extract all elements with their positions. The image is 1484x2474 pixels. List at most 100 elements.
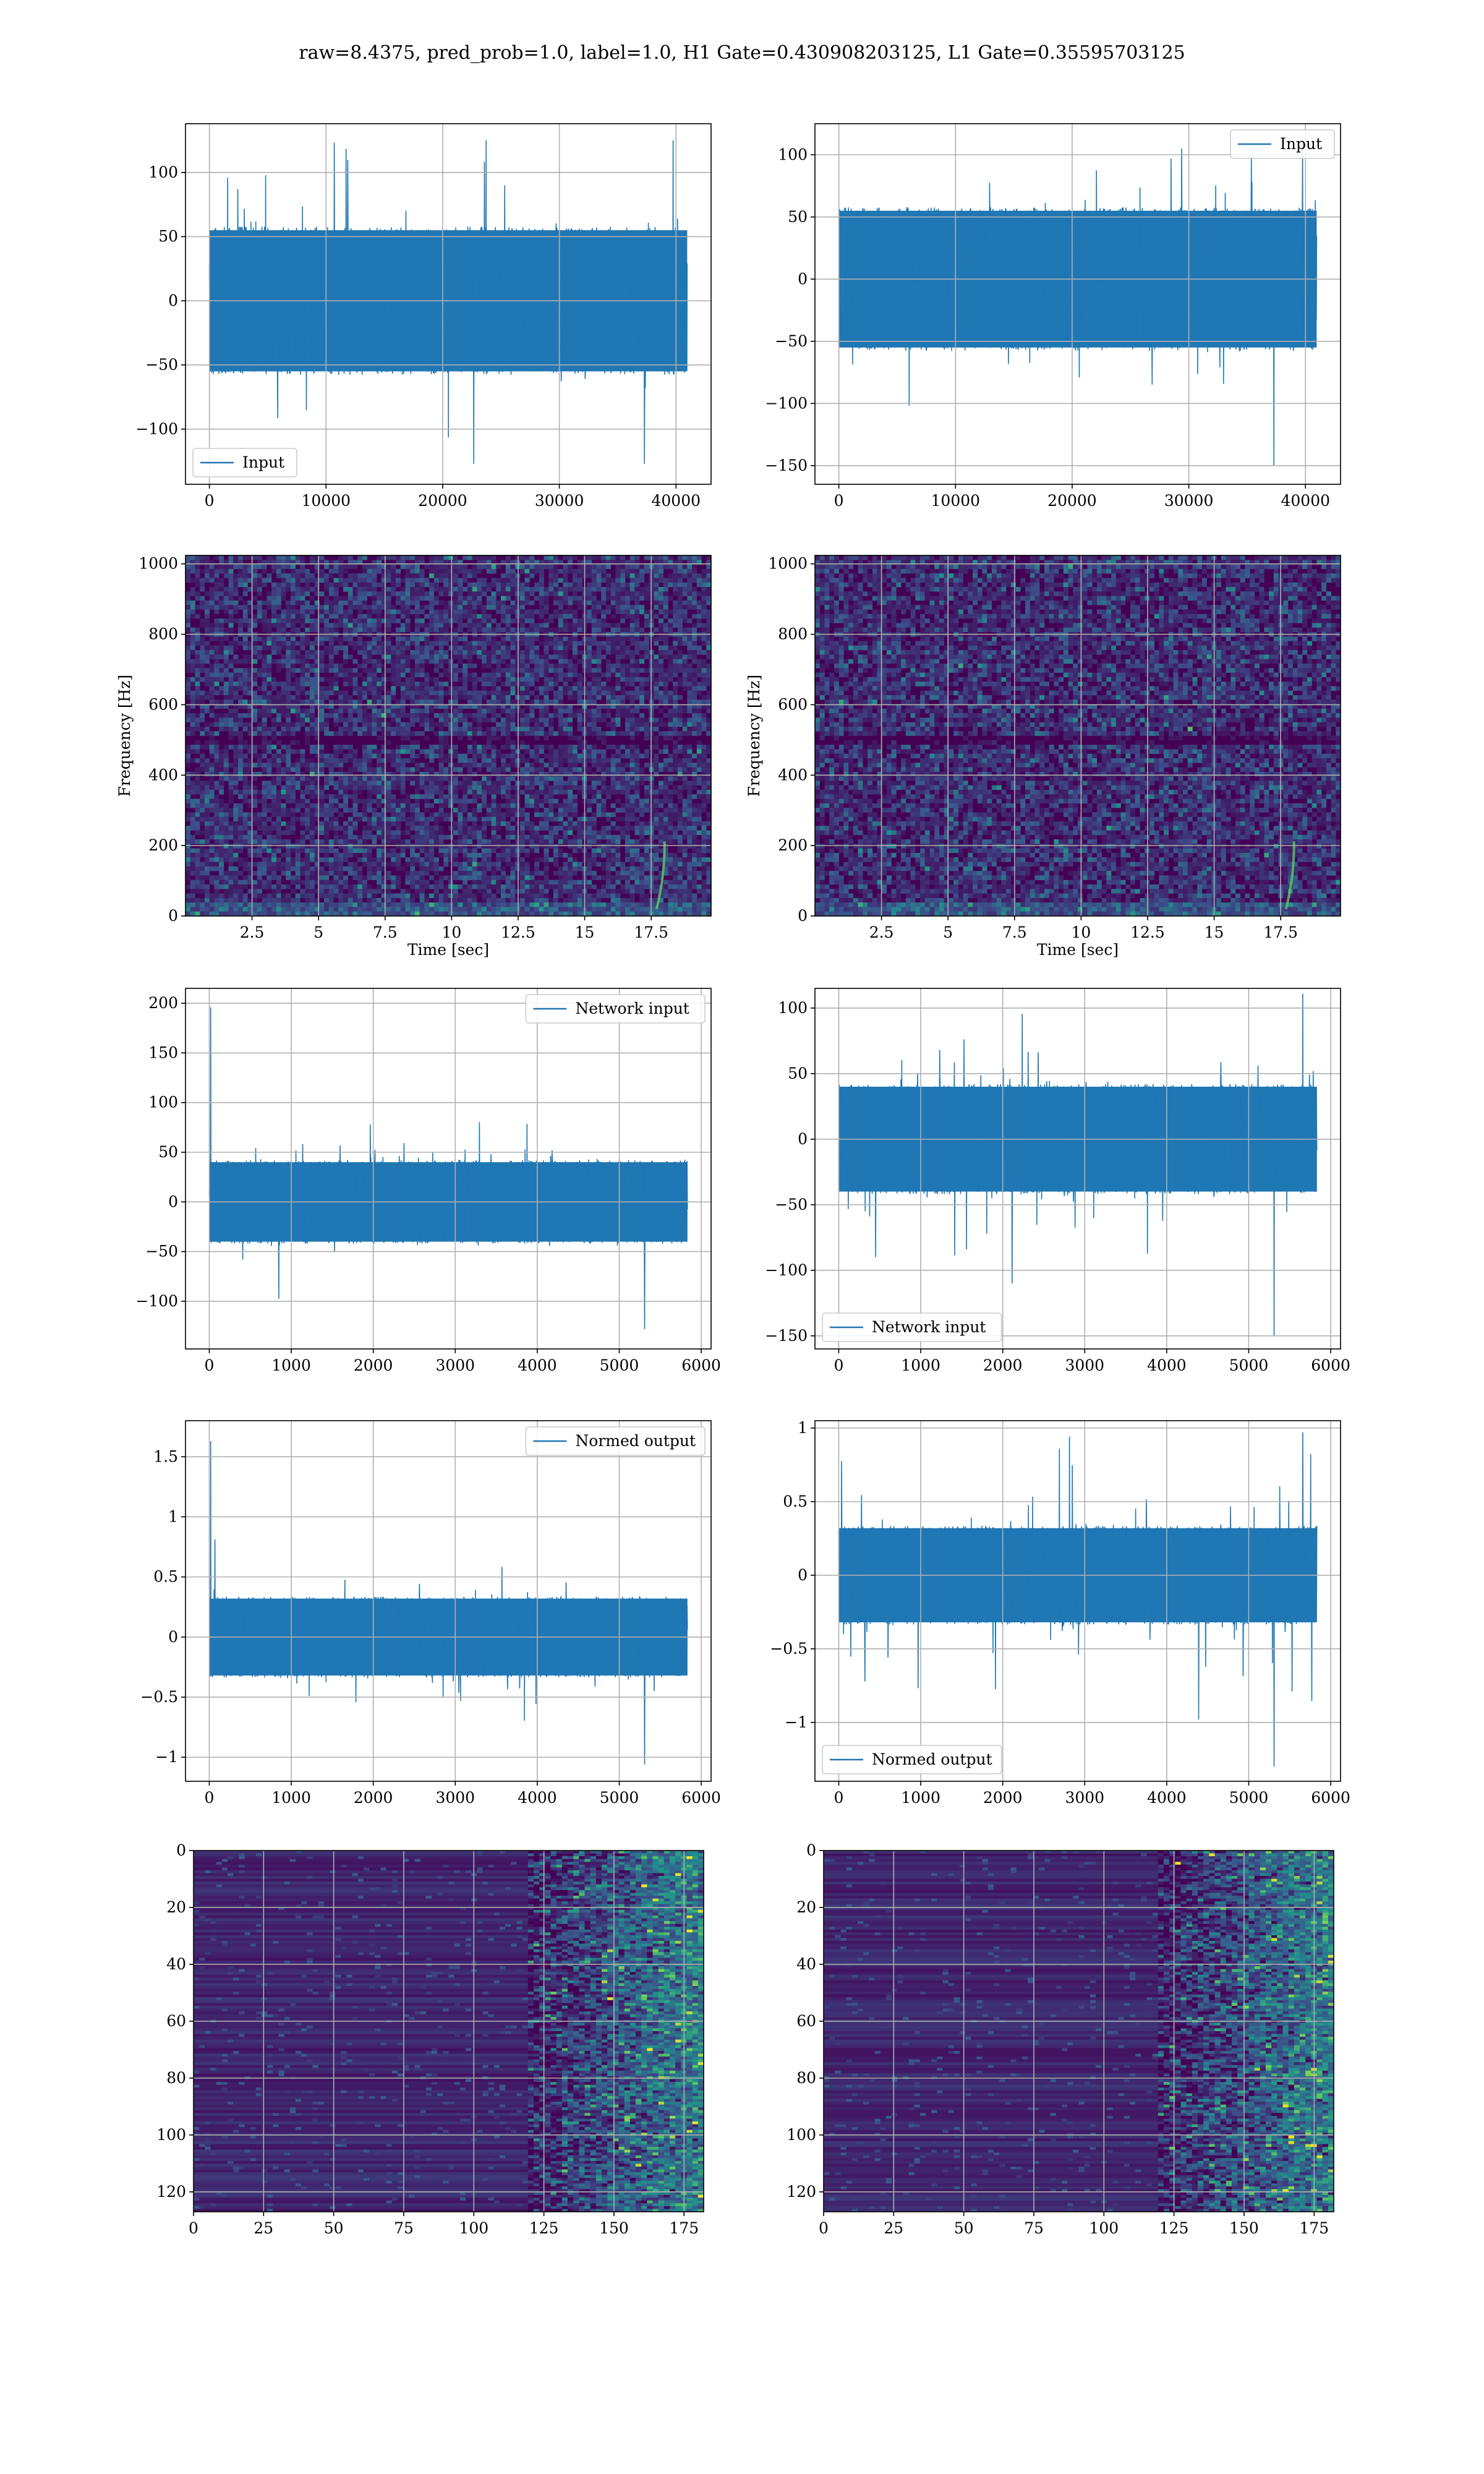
heatmap-cell: [367, 627, 372, 633]
heatmap-cell: [295, 695, 301, 700]
heatmap-cell: [706, 618, 711, 623]
heatmap-cell: [568, 767, 573, 773]
heatmap-cell: [572, 591, 578, 596]
heatmap-cell: [405, 749, 411, 754]
heatmap-cell: [262, 753, 267, 759]
heatmap-cell: [362, 564, 367, 570]
heatmap-cell: [654, 767, 659, 773]
heatmap-cell: [271, 726, 277, 732]
heatmap-cell: [291, 695, 296, 700]
heatmap-cell: [333, 798, 339, 804]
heatmap-cell: [295, 700, 301, 704]
heatmap-cell: [529, 641, 535, 646]
heatmap-cell: [458, 753, 463, 759]
heatmap-cell: [219, 713, 224, 718]
heatmap-cell: [654, 591, 659, 596]
heatmap-cell: [701, 771, 707, 777]
heatmap-cell: [673, 573, 678, 578]
heatmap-cell: [539, 659, 544, 664]
heatmap-cell: [692, 650, 697, 655]
heatmap-cell: [591, 614, 597, 619]
heatmap-cell: [501, 573, 506, 578]
heatmap-cell: [391, 798, 396, 804]
heatmap-cell: [186, 785, 191, 790]
heatmap-cell: [286, 763, 291, 768]
heatmap-cell: [214, 600, 220, 606]
heatmap-cell: [596, 672, 602, 678]
heatmap-cell: [472, 749, 477, 754]
heatmap-cell: [362, 596, 367, 601]
heatmap-cell: [477, 713, 482, 718]
heatmap-cell: [692, 645, 697, 651]
heatmap-cell: [544, 704, 549, 709]
heatmap-cell: [333, 781, 339, 785]
heatmap-cell: [524, 645, 530, 651]
heatmap-cell: [587, 713, 592, 718]
heatmap-cell: [377, 623, 382, 628]
heatmap-cell: [424, 776, 430, 781]
heatmap-cell: [482, 650, 487, 655]
heatmap-cell: [367, 726, 372, 732]
heatmap-cell: [558, 708, 563, 714]
heatmap-cell: [319, 605, 325, 610]
heatmap-cell: [463, 808, 468, 813]
heatmap-cell: [381, 726, 386, 732]
heatmap-cell: [186, 803, 191, 808]
heatmap-cell: [267, 663, 272, 669]
heatmap-cell: [544, 618, 549, 623]
heatmap-cell: [610, 763, 616, 768]
heatmap-cell: [696, 618, 702, 623]
heatmap-cell: [372, 560, 377, 565]
heatmap-cell: [639, 700, 645, 704]
heatmap-cell: [529, 555, 535, 560]
heatmap-cell: [381, 650, 386, 655]
heatmap-cell: [482, 636, 487, 641]
heatmap-cell: [625, 663, 630, 669]
heatmap-cell: [701, 636, 707, 641]
heatmap-cell: [214, 781, 220, 785]
heatmap-cell: [352, 677, 358, 682]
heatmap-cell: [558, 731, 563, 736]
heatmap-cell: [343, 690, 349, 696]
heatmap-cell: [262, 654, 267, 659]
heatmap-cell: [286, 659, 291, 664]
heatmap-cell: [644, 731, 649, 736]
heatmap-cell: [414, 618, 420, 623]
heatmap-cell: [477, 745, 482, 750]
heatmap-cell: [362, 591, 367, 596]
heatmap-cell: [673, 722, 678, 727]
heatmap-cell: [443, 573, 449, 578]
heatmap-cell: [276, 771, 281, 777]
heatmap-cell: [295, 690, 301, 696]
heatmap-cell: [568, 695, 573, 700]
heatmap-cell: [491, 650, 497, 655]
heatmap-cell: [410, 596, 416, 601]
heatmap-cell: [529, 781, 535, 785]
heatmap-cell: [673, 605, 678, 610]
heatmap-cell: [496, 641, 501, 646]
heatmap-cell: [572, 600, 578, 606]
heatmap-cell: [391, 726, 396, 732]
heatmap-cell: [262, 682, 267, 687]
heatmap-cell: [204, 578, 210, 583]
heatmap-cell: [338, 781, 344, 785]
heatmap-cell: [458, 726, 463, 732]
heatmap-cell: [214, 717, 220, 722]
heatmap-cell: [233, 713, 239, 718]
heatmap-cell: [587, 659, 592, 664]
heatmap-cell: [496, 767, 501, 773]
heatmap-cell: [706, 560, 711, 565]
heatmap-cell: [458, 654, 463, 659]
heatmap-cell: [572, 596, 578, 601]
heatmap-cell: [448, 700, 454, 704]
heatmap-cell: [352, 722, 358, 727]
heatmap-cell: [701, 785, 707, 790]
heatmap-cell: [233, 641, 239, 646]
heatmap-cell: [629, 717, 635, 722]
heatmap-cell: [448, 605, 454, 610]
heatmap-cell: [524, 677, 530, 682]
heatmap-cell: [352, 808, 358, 813]
heatmap-cell: [295, 573, 301, 578]
heatmap-cell: [510, 578, 516, 583]
heatmap-cell: [252, 812, 258, 817]
